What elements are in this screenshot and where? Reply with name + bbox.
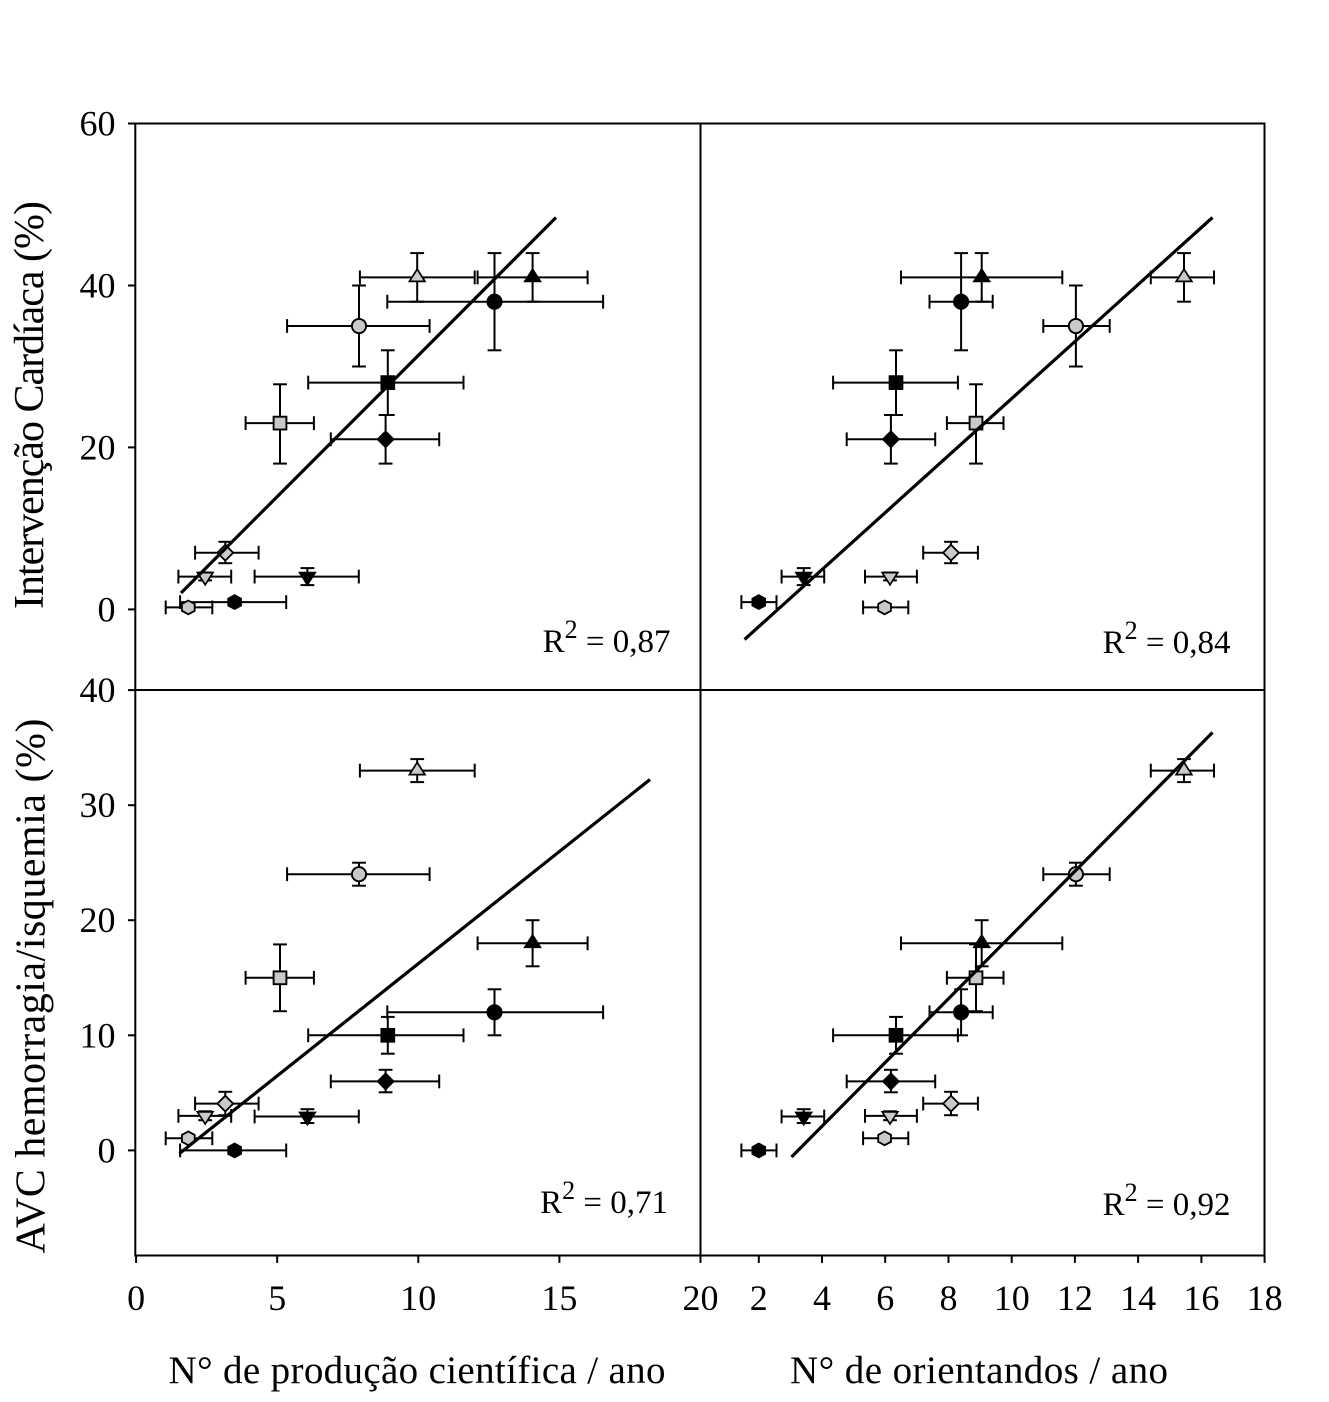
svg-text:2: 2 (750, 1278, 768, 1318)
svg-text:6: 6 (876, 1278, 894, 1318)
svg-text:4: 4 (813, 1278, 831, 1318)
svg-text:Intervenção Cardíaca (%): Intervenção Cardíaca (%) (7, 201, 53, 609)
svg-text:0: 0 (98, 589, 116, 629)
svg-text:14: 14 (1120, 1278, 1156, 1318)
svg-text:18: 18 (1247, 1278, 1283, 1318)
svg-text:15: 15 (541, 1278, 577, 1318)
svg-text:N° de orientandos / ano: N° de orientandos / ano (790, 1349, 1168, 1392)
svg-text:30: 30 (80, 785, 116, 825)
svg-text:20: 20 (683, 1278, 719, 1318)
svg-text:5: 5 (268, 1278, 286, 1318)
svg-text:10: 10 (80, 1015, 116, 1055)
svg-text:20: 20 (80, 900, 116, 940)
svg-text:N° de produção científica / an: N° de produção científica / ano (169, 1349, 666, 1392)
svg-text:20: 20 (80, 427, 116, 467)
svg-text:AVC hemorragia/isquemia (%): AVC hemorragia/isquemia (%) (9, 719, 55, 1254)
svg-text:40: 40 (80, 670, 116, 710)
svg-text:10: 10 (400, 1278, 436, 1318)
svg-text:40: 40 (80, 266, 116, 306)
svg-text:10: 10 (994, 1278, 1030, 1318)
svg-text:16: 16 (1183, 1278, 1219, 1318)
svg-text:0: 0 (98, 1130, 116, 1170)
svg-text:8: 8 (940, 1278, 958, 1318)
svg-text:12: 12 (1057, 1278, 1093, 1318)
svg-text:0: 0 (127, 1278, 145, 1318)
svg-text:60: 60 (80, 104, 116, 144)
